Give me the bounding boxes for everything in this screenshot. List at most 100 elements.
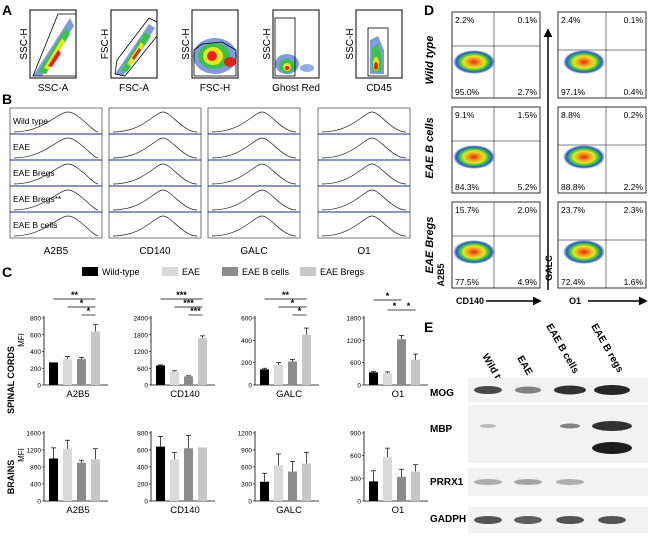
y-tick-label: 0 <box>144 499 148 506</box>
bar-eae-b-cells <box>397 339 406 385</box>
gating-plot-2: FSC-H FSC-A <box>100 9 158 94</box>
legend-swatch <box>300 267 316 276</box>
y-tick-label: 600 <box>137 448 148 455</box>
blot-label-prrx1: PRRX1 <box>430 477 464 488</box>
y-tick-label: 400 <box>241 338 252 345</box>
histogram-curve <box>321 111 407 133</box>
histogram-curve <box>112 215 198 237</box>
population-cloud <box>453 240 495 264</box>
histogram-row-label: EAE <box>13 142 30 152</box>
significance-stars: * <box>386 291 390 301</box>
histogram-curve <box>211 189 297 211</box>
quadrant-frame <box>557 11 647 99</box>
gating-plot-5-ylabel: SSC-H <box>345 28 356 59</box>
row-unit-spinal: MFI <box>17 333 26 347</box>
y-tick-label: 200 <box>241 360 252 367</box>
quadrant-ul: 2.2% <box>455 15 475 25</box>
histogram-curve <box>13 137 99 159</box>
bar-eae-b-cells <box>184 376 193 385</box>
blot-label-gadph: GADPH <box>430 514 466 525</box>
significance-stars: *** <box>176 290 187 300</box>
significance-stars: * <box>393 301 397 311</box>
bar-eae-b-cells <box>184 448 193 501</box>
legend-label: EAE <box>182 267 200 277</box>
bar-eae <box>63 359 72 385</box>
y-tick-label: 300 <box>350 476 361 483</box>
y-tick-label: 1800 <box>134 332 149 339</box>
bar-eae-bregs <box>91 331 100 385</box>
x-axis-label: CD140 <box>170 505 200 516</box>
bar-eae-b-cells <box>77 359 86 385</box>
gating-plot-3-xlabel: FSC-H <box>200 83 231 94</box>
panel-label-b: B <box>2 91 12 107</box>
quadrant-plot-0-0: 2.2% 0.1% 95.0% 2.7% <box>451 11 541 99</box>
quadrant-ur: 2.3% <box>624 205 644 215</box>
row-label-brains: BRAINS <box>6 460 16 495</box>
bar-chart-1: 0 600 1200 1800 2400 CD140 ********* <box>134 290 215 400</box>
bar-eae-b-cells <box>288 471 297 501</box>
quadrant-ur: 0.2% <box>624 110 644 120</box>
d-xaxis-o1: O1 <box>569 296 581 306</box>
histogram-curve <box>321 189 407 211</box>
legend-swatch <box>82 267 98 276</box>
bar-chart-6: 0 300 600 900 1200 GALC <box>238 431 319 516</box>
significance-stars: * <box>291 298 295 308</box>
histogram-curve <box>13 215 99 237</box>
panel-b: Wild type EAE EAE Bregs EAE Bregs** EAE B ce… <box>9 107 411 257</box>
blot-band <box>592 421 632 431</box>
x-axis-label: O1 <box>392 505 405 516</box>
x-axis-label: A2B5 <box>66 389 89 400</box>
histogram-frame-0 <box>9 107 103 239</box>
histogram-curve <box>13 163 99 185</box>
y-tick-label: 0 <box>357 383 361 390</box>
bar-eae-b-cells <box>288 361 297 385</box>
quadrant-lr: 2.2% <box>624 182 644 192</box>
significance-stars: ** <box>71 290 79 300</box>
quadrant-ll: 95.0% <box>455 87 480 97</box>
blot-band <box>592 442 632 454</box>
y-tick-label: 400 <box>137 465 148 472</box>
y-tick-label: 1200 <box>347 338 362 345</box>
quadrant-plot-1-0: 2.4% 0.1% 97.1% 0.4% <box>557 11 647 99</box>
blot-band <box>474 516 502 524</box>
significance-stars: *** <box>183 298 194 308</box>
blot-label-mog: MOG <box>430 388 454 399</box>
quadrant-ll: 88.8% <box>561 182 586 192</box>
quadrant-ll: 72.4% <box>561 277 586 287</box>
histogram-curve <box>211 163 297 185</box>
blot-band <box>480 424 496 428</box>
x-axis-label: GALC <box>276 389 302 400</box>
histogram-frame-1 <box>108 107 202 239</box>
significance-stars: *** <box>190 306 201 316</box>
blot-band <box>556 479 584 485</box>
y-tick-label: 400 <box>30 349 41 356</box>
histogram-row-label: Wild type <box>13 116 48 126</box>
histogram-row-label: EAE Bregs <box>13 168 55 178</box>
histogram-curve <box>112 111 198 133</box>
quadrant-ur: 0.1% <box>624 15 644 25</box>
blot-band <box>598 516 626 524</box>
quadrant-plot-0-1: 9.1% 1.5% 84.3% 5.2% <box>451 106 541 194</box>
histogram-curve <box>211 111 297 133</box>
bar-wild-type <box>260 481 269 501</box>
y-tick-label: 1600 <box>27 431 42 438</box>
bar-eae-bregs <box>302 463 311 501</box>
quadrant-lr: 0.4% <box>624 87 644 97</box>
bar-eae <box>170 459 179 501</box>
quadrant-ul: 9.1% <box>455 110 475 120</box>
quadrant-ll: 77.5% <box>455 277 480 287</box>
quadrant-ul: 15.7% <box>455 205 480 215</box>
quadrant-ll: 97.1% <box>561 87 586 97</box>
gating-plot-2-xlabel: FSC-A <box>119 83 149 94</box>
bar-wild-type <box>156 446 165 501</box>
y-tick-label: 1800 <box>347 316 362 323</box>
population-cloud <box>563 50 605 74</box>
histogram-frame-2 <box>207 107 301 239</box>
quadrant-lr: 1.6% <box>624 277 644 287</box>
gating-plot-4-xlabel: Ghost Red <box>272 83 320 94</box>
blot-band <box>514 516 542 524</box>
histogram-marker-label: GALC <box>240 246 267 257</box>
lane-label-eae-bregs: EAE B regs <box>588 322 625 375</box>
